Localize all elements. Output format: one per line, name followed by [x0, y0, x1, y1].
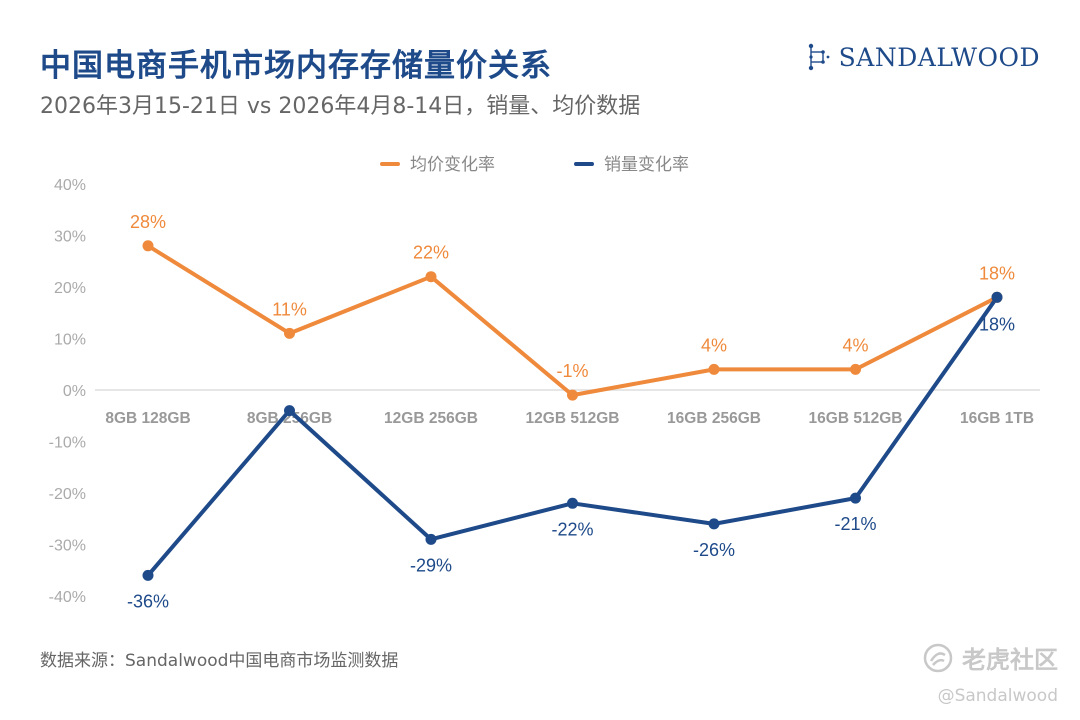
volume-change-label: 18%: [979, 314, 1015, 334]
legend-volume-label: 销量变化率: [604, 155, 689, 175]
price-change-point: [567, 389, 578, 401]
x-category-label: 8GB 128GB: [105, 410, 190, 427]
y-tick-label: 20%: [54, 280, 86, 297]
volume-change-point: [991, 291, 1003, 303]
chart-title: 中国电商手机市场内存存储量价关系: [40, 48, 552, 84]
brand-logo: SANDALWOOD: [805, 42, 1040, 72]
x-category-label: 16GB 1TB: [960, 410, 1034, 427]
price-change-point: [850, 363, 861, 375]
legend-price-label: 均价变化率: [410, 155, 495, 175]
x-category-label: 16GB 256GB: [667, 410, 761, 427]
x-category-label: 12GB 512GB: [526, 410, 620, 427]
price-change-point: [284, 327, 295, 339]
volume-change-point: [850, 492, 861, 504]
price-change-label: 22%: [413, 243, 449, 263]
volume-change-label: -22%: [551, 519, 593, 539]
line-chart: 40% 30% 20% 10% 0% -10% -20% -30% -40% 8GB 128GB 8…: [49, 155, 1040, 611]
chart-subtitle: 2026年3月15-21日 vs 2026年4月8-14日，销量、均价数据: [40, 94, 641, 119]
y-tick-label: -10%: [49, 435, 86, 452]
volume-change-point: [425, 533, 437, 545]
price-change-label: -1%: [556, 361, 588, 381]
tiger-logo-icon: [923, 643, 953, 672]
price-change-point: [708, 363, 720, 375]
price-change-label: 4%: [842, 335, 868, 355]
price-change-label: 4%: [701, 335, 727, 355]
y-tick-label: 10%: [54, 332, 86, 349]
price-change-point: [425, 271, 437, 283]
y-tick-label: 0%: [63, 383, 86, 400]
volume-change-point: [567, 497, 578, 509]
brand-name: SANDALWOOD: [838, 42, 1040, 72]
volume-change-label: -29%: [410, 555, 452, 575]
volume-change-point: [284, 405, 295, 417]
volume-change-point: [708, 518, 720, 530]
watermark: 老虎社区: [922, 640, 1058, 675]
y-tick-label: 30%: [54, 229, 86, 246]
y-tick-label: -40%: [49, 589, 86, 606]
watermark-handle: @Sandalwood: [937, 686, 1058, 706]
volume-change-label: -36%: [127, 591, 169, 611]
y-tick-label: -20%: [49, 486, 86, 503]
price-change-label: 28%: [130, 212, 166, 232]
y-tick-label: -30%: [49, 538, 86, 555]
price-change-label: 11%: [272, 299, 307, 319]
volume-change-label: -26%: [693, 540, 735, 560]
y-tick-label: 40%: [54, 177, 86, 194]
x-category-label: 12GB 256GB: [384, 410, 478, 427]
price-change-label: 18%: [979, 263, 1015, 283]
watermark-text: 老虎社区: [962, 646, 1058, 674]
constellation-logo-icon: [808, 43, 830, 71]
x-category-label: 16GB 512GB: [809, 410, 903, 427]
volume-change-label: -21%: [834, 514, 876, 534]
volume-change-point: [142, 569, 154, 581]
data-source-note: 数据来源：Sandalwood中国电商市场监测数据: [40, 651, 399, 671]
price-change-point: [142, 240, 154, 252]
x-category-label: 8GB 256GB: [247, 410, 332, 427]
